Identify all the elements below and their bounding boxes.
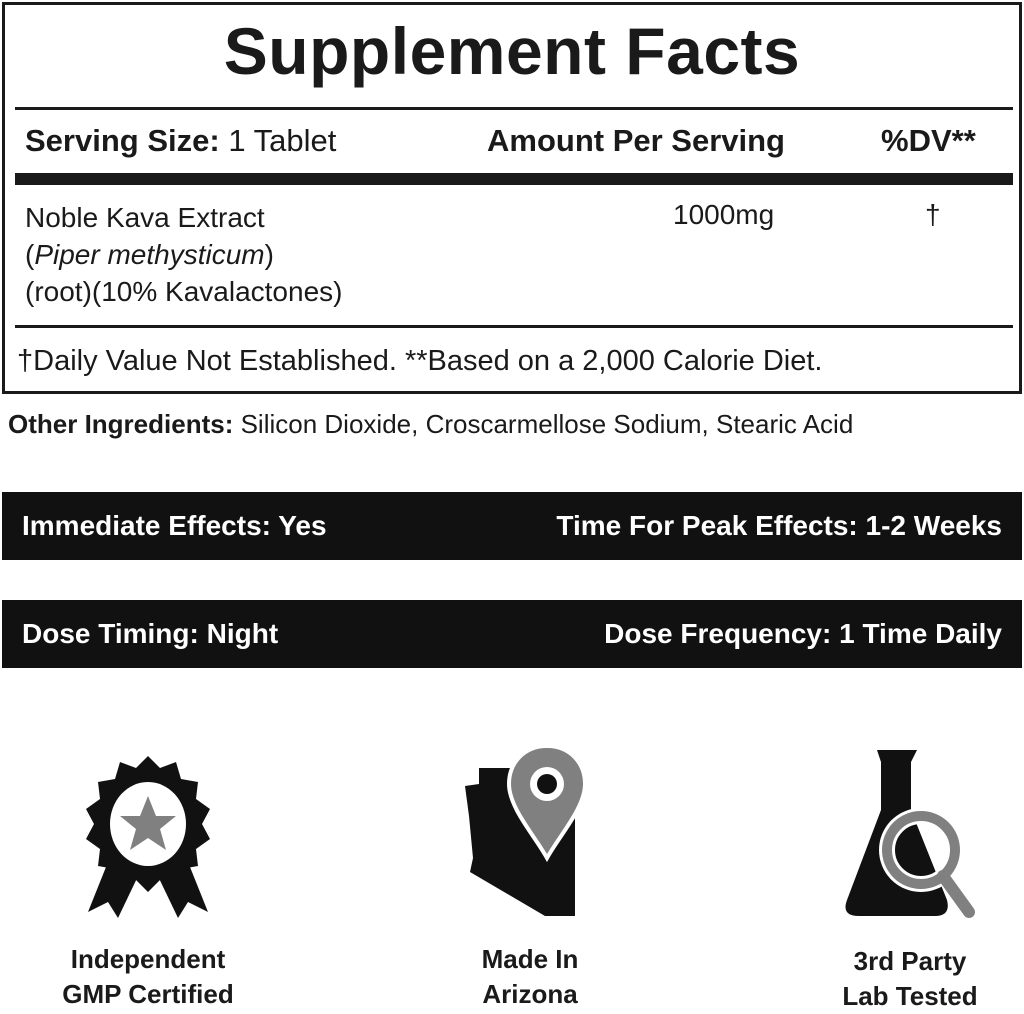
award-rosette-star-icon: [86, 756, 210, 918]
amount-header: Amount Per Serving: [487, 123, 785, 158]
thick-divider: [15, 173, 1013, 185]
flask-magnifier-icon: [845, 750, 975, 918]
footnote: †Daily Value Not Established. **Based on…: [17, 345, 823, 377]
page-title: Supplement Facts: [223, 14, 801, 88]
dose-frequency: Dose Frequency: 1 Time Daily: [604, 618, 1002, 649]
arizona-map-pin-icon: [465, 746, 588, 916]
ingredient-dv: †: [925, 199, 941, 230]
divider: [15, 107, 1013, 110]
badge-gmp: Independent GMP Certified: [18, 752, 278, 1012]
serving-size: Serving Size: 1 Tablet: [25, 123, 337, 158]
info-bar-effects: Immediate Effects: Yes Time For Peak Eff…: [2, 492, 1022, 560]
ingredient-name: Noble Kava Extract (Piper methysticum) (…: [25, 202, 343, 307]
other-ingredients: Other Ingredients: Silicon Dioxide, Cros…: [8, 409, 854, 439]
ingredient-amount: 1000mg: [673, 199, 775, 230]
badge-lab-tested: 3rd Party Lab Tested: [780, 750, 1024, 1014]
badge-arizona: Made In Arizona: [400, 746, 660, 1012]
dose-timing: Dose Timing: Night: [22, 618, 279, 649]
immediate-effects: Immediate Effects: Yes: [22, 510, 327, 541]
divider: [15, 325, 1013, 328]
peak-effects: Time For Peak Effects: 1-2 Weeks: [556, 510, 1002, 541]
supplement-facts-panel: Supplement Facts Serving Size: 1 Tablet …: [2, 2, 1022, 394]
dv-header: %DV**: [881, 123, 976, 158]
info-bar-dosing: Dose Timing: Night Dose Frequency: 1 Tim…: [2, 600, 1022, 668]
